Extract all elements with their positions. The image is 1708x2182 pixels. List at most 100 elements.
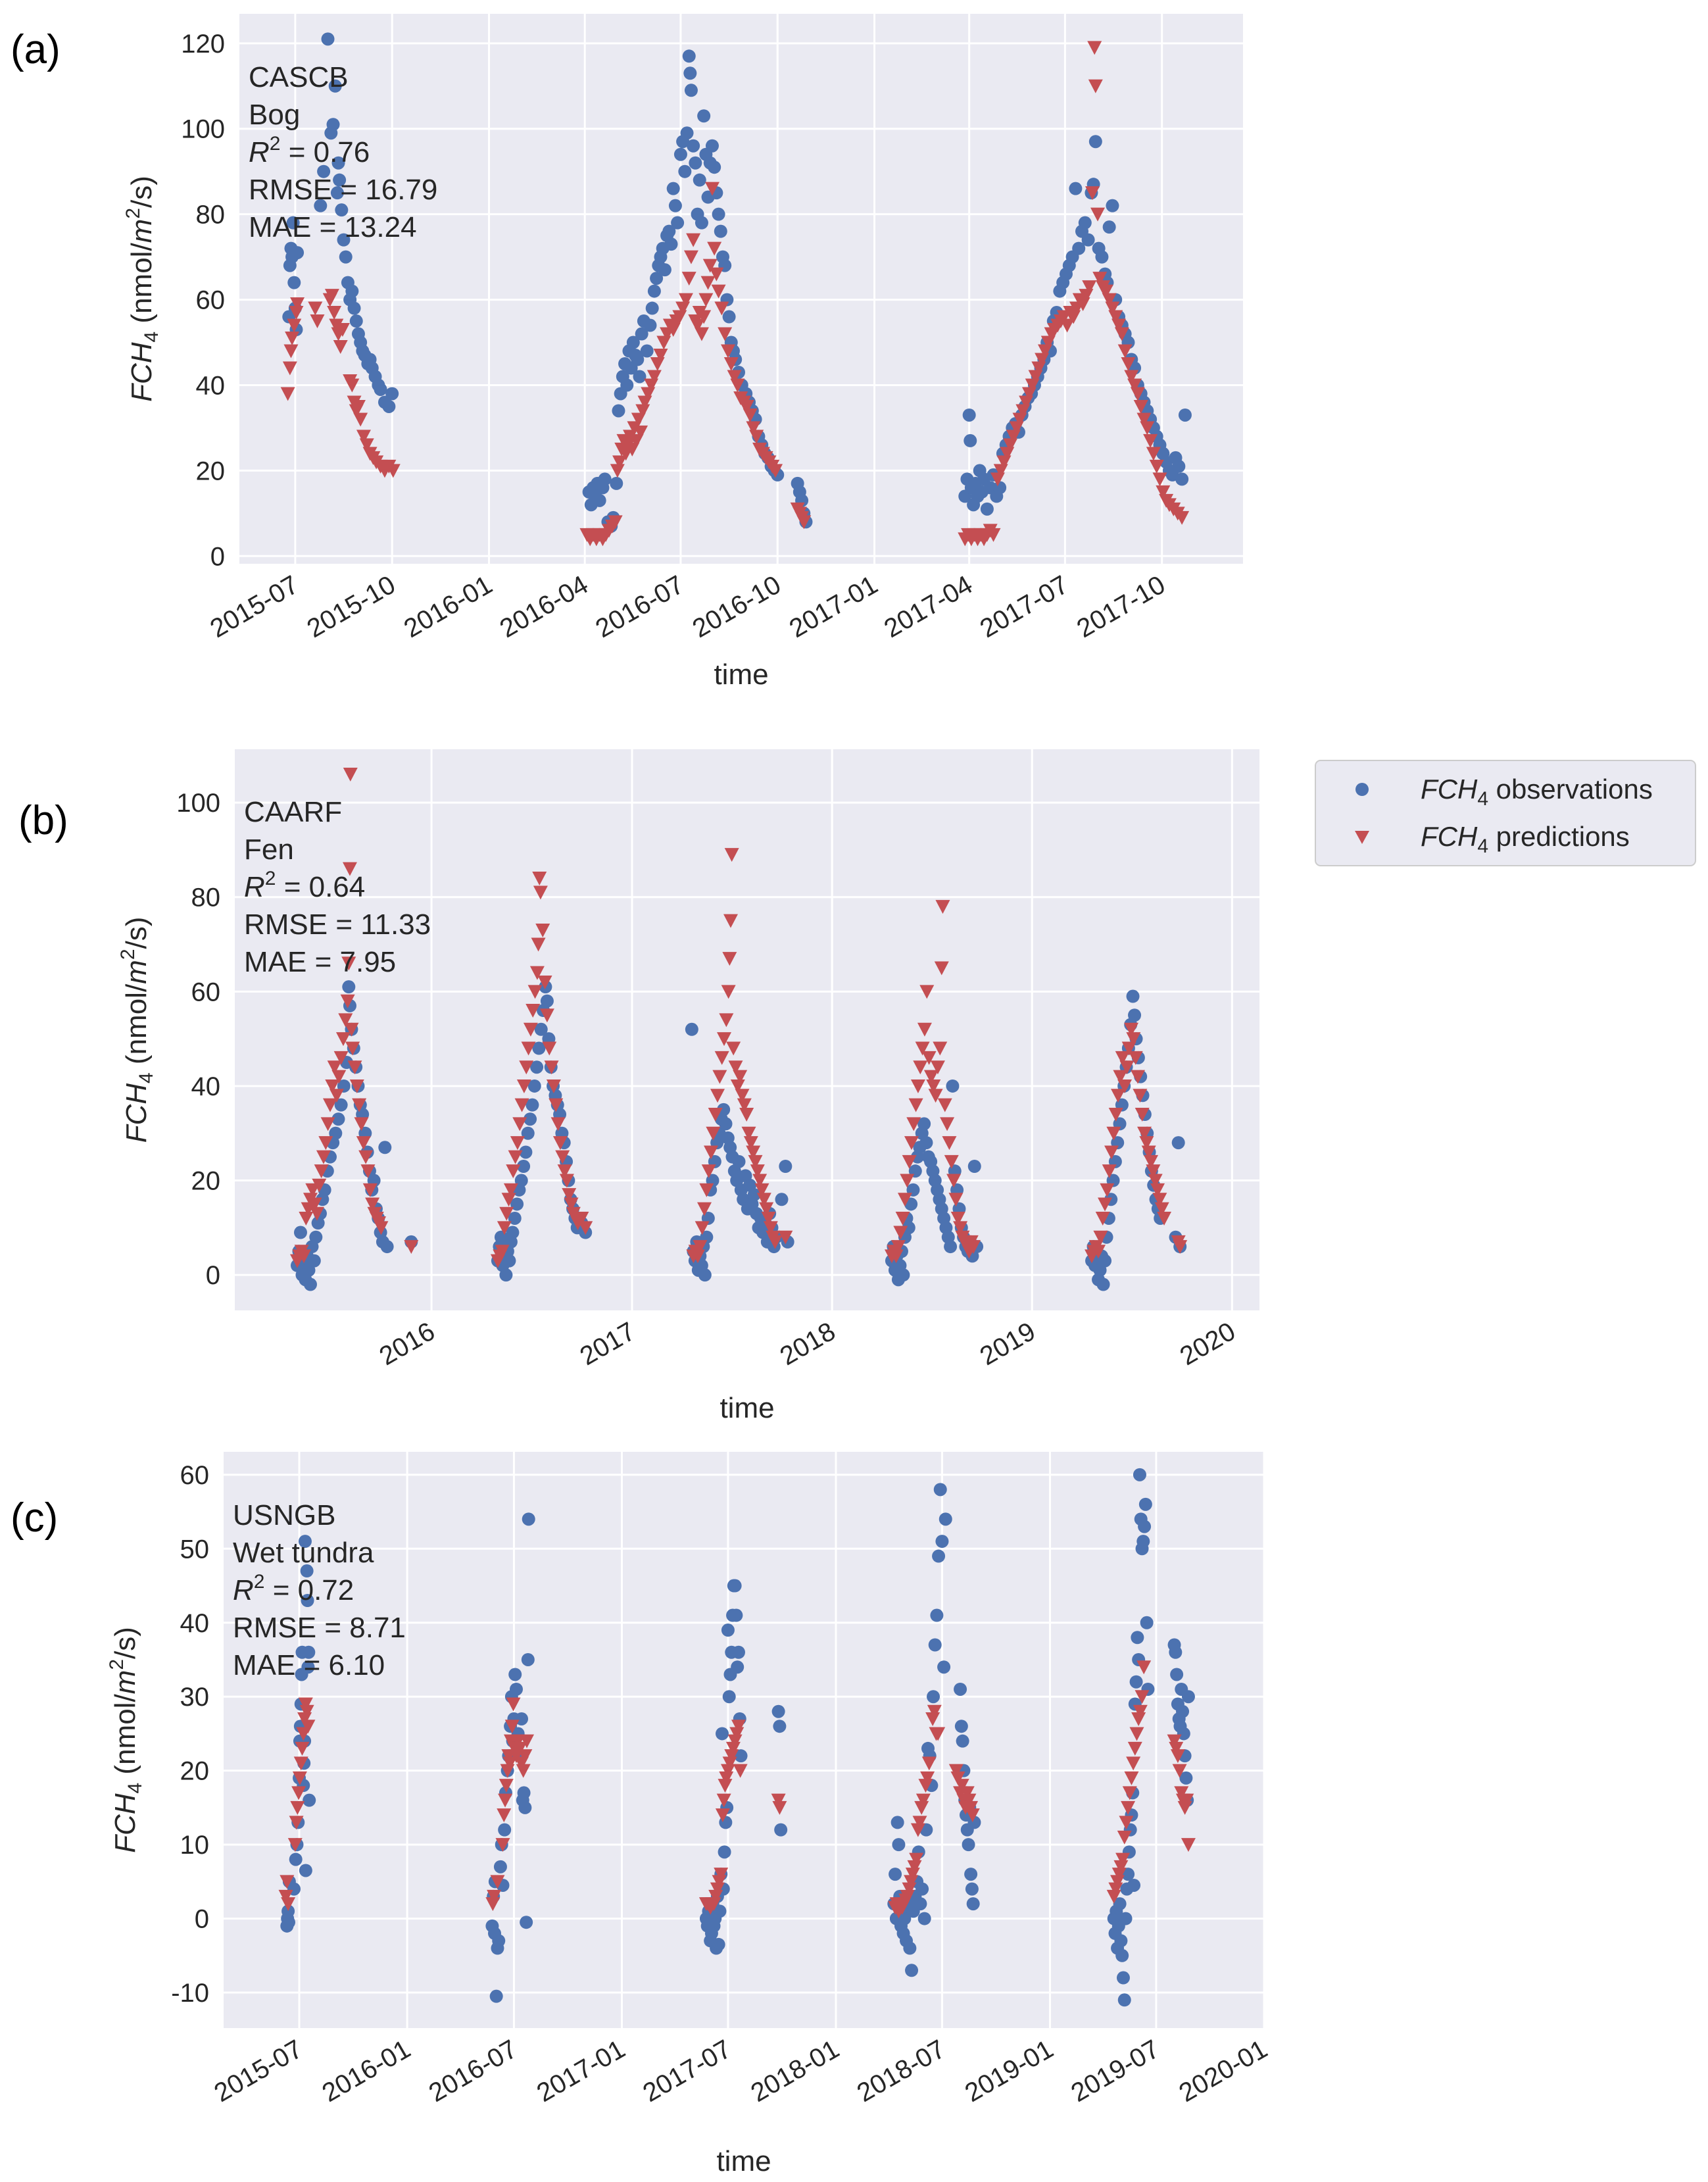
observation-point [965,1882,979,1896]
prediction-point [362,1183,378,1197]
prediction-point [921,1756,937,1771]
x-tick-label: 2018-01 [746,2035,844,2108]
prediction-point [1117,1079,1133,1093]
observation-point [927,1690,940,1704]
prediction-point [335,323,350,337]
y-tick-label: 40 [180,1609,210,1638]
observation-point [779,1160,793,1174]
prediction-point [905,1868,920,1882]
prediction-point [327,1060,342,1075]
prediction-point [495,1245,510,1259]
observation-point [731,1660,744,1674]
prediction-point [1135,1108,1150,1122]
prediction-point [1095,1211,1110,1226]
prediction-point [746,1145,761,1160]
observation-point [962,408,976,422]
prediction-point [921,1051,937,1065]
prediction-point [928,1089,943,1103]
prediction-point [895,1211,910,1226]
prediction-point [735,1089,750,1103]
observation-point [309,1230,323,1244]
prediction-point [338,1013,353,1028]
x-tick-label: 2017-01 [785,570,883,644]
x-tick-label: 2018-07 [852,2035,950,2108]
prediction-point [948,1193,964,1207]
prediction-point [935,900,950,914]
prediction-point [710,1882,725,1897]
prediction-point [1087,41,1102,55]
prediction-point [1098,1197,1113,1212]
observation-point [993,481,1007,495]
observation-point [728,1579,742,1593]
observation-point [717,1103,731,1116]
prediction-point [307,1197,322,1212]
prediction-point [913,1060,928,1075]
observation-point [1078,216,1092,230]
prediction-point [714,1051,729,1065]
observation-point [889,1868,902,1881]
prediction-point [290,1800,305,1815]
prediction-point [727,1734,743,1748]
prediction-point [700,276,716,290]
observation-point [515,1712,529,1725]
observation-point [1178,408,1192,422]
prediction-point [1111,1089,1126,1103]
prediction-point [1133,399,1148,414]
prediction-point [915,1041,930,1056]
prediction-point [1102,1164,1117,1179]
x-tick-label: 2015-10 [303,570,401,644]
observation-point [684,84,698,97]
prediction-point [353,412,368,427]
observation-point [1175,472,1189,486]
prediction-point [653,349,668,363]
prediction-point [723,914,739,928]
observation-point [773,1720,787,1733]
prediction-point [1126,1032,1141,1047]
observation-point [892,1838,906,1852]
prediction-point [954,1779,969,1793]
plot-area [239,14,1243,564]
observation-point [685,1022,698,1036]
observation-point [683,66,697,80]
prediction-point [1167,1734,1182,1748]
observation-point [506,1226,520,1239]
observation-point [640,344,654,358]
r2-value: R2 = 0.76 [249,133,370,168]
observation-point [980,502,994,516]
prediction-point [1111,318,1127,333]
prediction-point [724,848,739,862]
prediction-point [532,872,547,886]
prediction-point [683,250,698,264]
prediction-point [918,1779,933,1793]
observation-point [1102,220,1116,234]
prediction-point [542,1041,557,1056]
observation-point [1069,182,1083,195]
observation-point [530,1060,544,1074]
x-tick-label: 2017-01 [532,2035,630,2108]
observation-point [378,1141,392,1154]
prediction-point [950,1211,965,1226]
observation-point [502,1254,516,1268]
prediction-point [502,1756,518,1771]
prediction-point [919,985,935,999]
prediction-point [690,318,705,333]
prediction-point [733,1764,748,1778]
prediction-point [891,1240,906,1254]
observation-point [1088,135,1102,149]
observation-point [1171,1136,1185,1150]
observation-point [382,399,396,413]
observation-point [698,1268,712,1282]
observation-point [532,1041,546,1055]
prediction-point [716,1793,731,1808]
observation-point [522,1512,535,1526]
prediction-point [354,1117,369,1131]
prediction-point [1124,1771,1139,1785]
prediction-point [920,1771,935,1785]
prediction-point [1127,378,1142,393]
prediction-point [697,1202,712,1216]
prediction-point [900,1174,915,1188]
y-tick-label: -10 [171,1979,209,2008]
observation-point [333,173,347,187]
r2-value: R2 = 0.64 [244,868,365,903]
prediction-point [1152,1193,1167,1207]
